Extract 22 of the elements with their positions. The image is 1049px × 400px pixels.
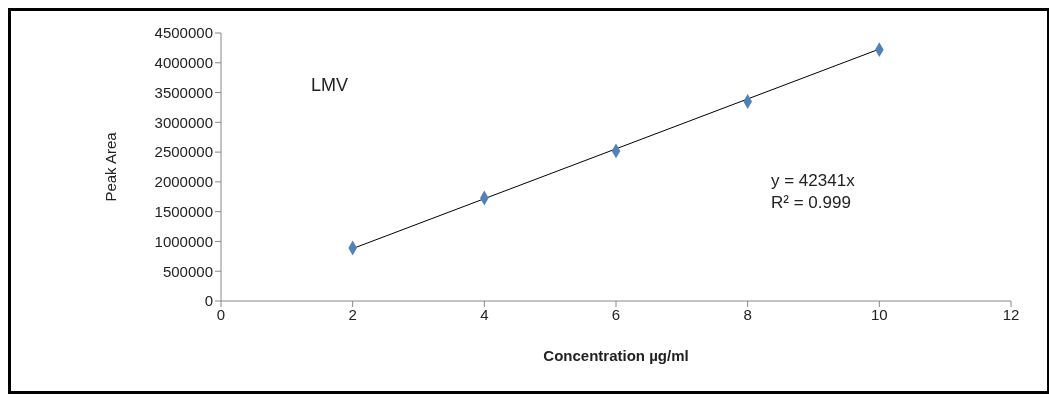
y-tick-label: 3000000 <box>154 113 213 131</box>
y-tick-label: 2000000 <box>154 173 213 191</box>
y-tick-label: 4000000 <box>154 54 213 72</box>
annotation: R² = 0.999 <box>771 193 851 213</box>
y-axis-title: Peak Area <box>102 131 120 202</box>
x-tick-label: 6 <box>611 305 621 323</box>
y-tick-label: 2500000 <box>154 143 213 161</box>
y-tick-label: 1500000 <box>154 202 213 220</box>
x-tick-label: 2 <box>348 305 357 323</box>
y-tick-label: 4500000 <box>154 24 213 42</box>
y-tick-label: 1000000 <box>154 232 213 250</box>
annotation: y = 42341x <box>771 171 855 191</box>
x-tick-label: 10 <box>870 305 888 323</box>
annotation: LMV <box>311 75 349 96</box>
y-tick-label: 3500000 <box>154 83 213 101</box>
x-axis-title: Concentration µg/ml <box>543 347 689 364</box>
y-tick-label: 0 <box>204 292 213 310</box>
x-tick-label: 12 <box>1002 305 1020 323</box>
x-tick-label: 4 <box>480 305 489 323</box>
x-tick-label: 0 <box>216 305 226 323</box>
y-tick-label: 500000 <box>162 262 213 280</box>
x-tick-label: 8 <box>743 305 752 323</box>
